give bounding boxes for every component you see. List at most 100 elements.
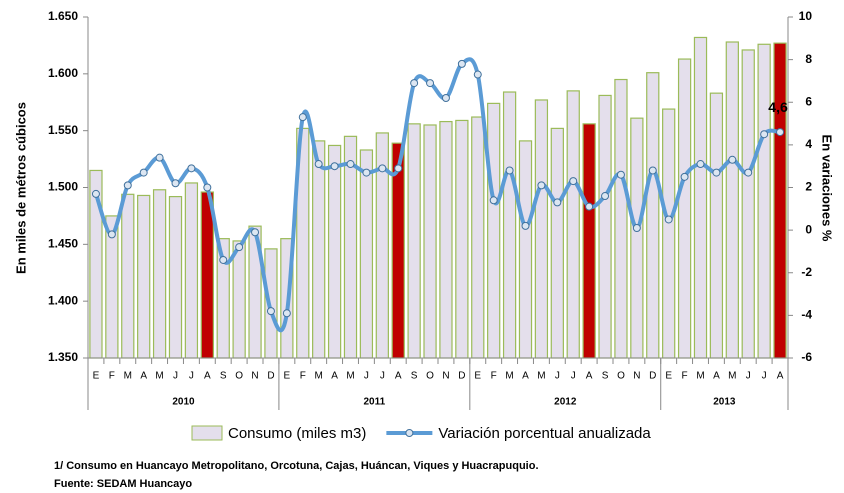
y-tick-label: 1.400 xyxy=(48,293,78,307)
y2-tick-label: 10 xyxy=(799,9,813,23)
line-marker xyxy=(251,228,260,237)
bar xyxy=(359,149,374,359)
bar xyxy=(137,194,151,359)
bar xyxy=(566,90,580,359)
y2-tick-label: 6 xyxy=(805,94,812,108)
bar xyxy=(662,108,676,359)
line-marker xyxy=(489,196,498,205)
legend-swatch-marker xyxy=(405,429,414,437)
x-tick-label: O xyxy=(235,371,243,382)
x-tick-label: A xyxy=(140,371,147,382)
bar xyxy=(327,144,342,359)
line-marker xyxy=(107,230,116,239)
line-marker xyxy=(219,255,228,264)
bar xyxy=(471,116,485,359)
line-marker xyxy=(266,307,275,316)
footnote: 1/ Consumo en Huancayo Metropolitano, Or… xyxy=(54,460,539,472)
x-tick-label: F xyxy=(109,371,115,382)
line-marker xyxy=(346,160,355,169)
x-tick-label: O xyxy=(426,371,434,382)
line-marker xyxy=(362,168,371,177)
y-axis-title: En miles de métros cúbicos xyxy=(13,102,28,274)
y2-tick-label: -2 xyxy=(801,265,812,279)
x-tick-label: A xyxy=(777,371,784,382)
bar xyxy=(312,140,326,359)
bar xyxy=(502,91,517,359)
bar xyxy=(709,92,724,359)
line xyxy=(94,57,781,333)
y-tick-label: 1.600 xyxy=(48,66,78,80)
bar xyxy=(741,49,755,359)
bar xyxy=(630,117,644,359)
line-marker xyxy=(330,162,339,171)
line-marker xyxy=(155,153,164,162)
line-marker xyxy=(123,181,132,190)
x-tick-label: F xyxy=(300,371,306,382)
x-tick-label: M xyxy=(124,371,132,382)
line-marker xyxy=(569,177,578,186)
bar xyxy=(725,41,739,359)
y-tick-label: 1.350 xyxy=(48,350,78,364)
y2-tick-label: 4 xyxy=(805,137,812,151)
bar xyxy=(487,102,501,359)
line-marker xyxy=(537,181,546,190)
bar xyxy=(264,248,278,359)
y2-axis-title: En variaciones % xyxy=(820,135,835,242)
bar xyxy=(677,58,692,359)
y-tick-label: 1.450 xyxy=(48,237,78,251)
year-label: 2012 xyxy=(554,397,577,408)
x-tick-label: S xyxy=(220,371,227,382)
x-tick-label: D xyxy=(267,371,274,382)
x-tick-label: A xyxy=(713,371,720,382)
bar xyxy=(614,78,628,359)
line-marker xyxy=(601,192,610,201)
year-label: 2013 xyxy=(713,397,736,408)
bar xyxy=(550,127,564,359)
line-marker xyxy=(171,179,180,188)
line-marker xyxy=(282,309,291,318)
line-marker xyxy=(696,160,705,169)
line-marker xyxy=(632,223,641,232)
y2-tick-label: -4 xyxy=(801,308,812,322)
x-tick-label: E xyxy=(284,371,291,382)
y-tick-label: 1.550 xyxy=(48,123,78,137)
line-marker xyxy=(91,189,100,198)
line-marker xyxy=(521,221,530,230)
line-marker xyxy=(664,215,673,224)
legend-swatch xyxy=(191,425,223,441)
y2-tick-label: 2 xyxy=(805,180,812,194)
line-marker xyxy=(680,172,689,181)
line-marker xyxy=(378,164,387,173)
year-label: 2011 xyxy=(364,397,386,408)
line-marker xyxy=(553,198,562,207)
x-tick-label: E xyxy=(474,371,481,382)
x-tick-label: N xyxy=(442,371,449,382)
line-marker xyxy=(585,202,594,211)
legend-label: Consumo (miles m3) xyxy=(228,425,366,442)
x-tick-label: O xyxy=(617,371,625,382)
x-tick-label: D xyxy=(649,371,656,382)
x-tick-label: A xyxy=(395,371,402,382)
x-tick-label: F xyxy=(682,371,688,382)
legend-label: Variación porcentual anualizada xyxy=(438,425,651,442)
x-tick-label: J xyxy=(173,371,178,382)
line-marker xyxy=(139,168,148,177)
bar xyxy=(598,94,612,359)
line-marker xyxy=(394,164,403,173)
x-tick-label: J xyxy=(746,371,751,382)
x-tick-label: N xyxy=(633,371,640,382)
x-tick-label: F xyxy=(491,371,497,382)
bar xyxy=(518,140,533,359)
line-marker xyxy=(441,93,450,102)
x-tick-label: S xyxy=(602,371,609,382)
line-marker xyxy=(298,113,307,122)
bar xyxy=(646,72,660,359)
x-tick-label: M xyxy=(315,371,323,382)
x-tick-label: A xyxy=(204,371,211,382)
x-tick-label: M xyxy=(505,371,513,382)
line-marker xyxy=(426,79,435,88)
line-marker xyxy=(235,243,244,252)
line-marker xyxy=(728,155,737,164)
bar xyxy=(439,120,453,359)
